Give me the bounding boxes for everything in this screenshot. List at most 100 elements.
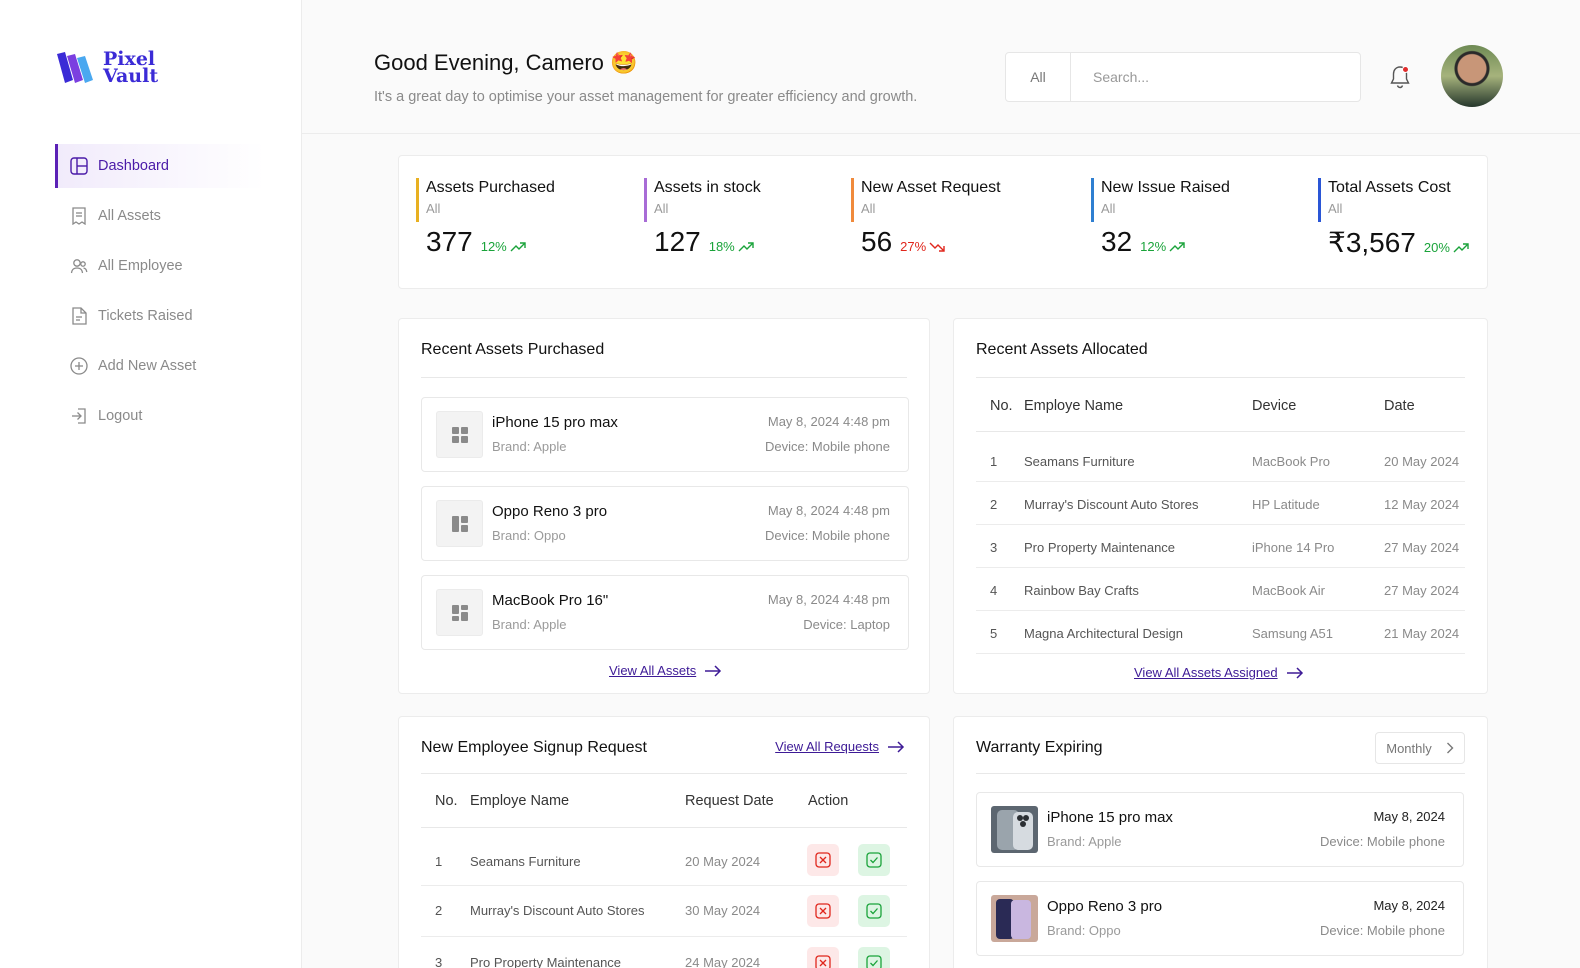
oppo-phone-image — [991, 895, 1038, 942]
reject-button[interactable] — [807, 947, 839, 968]
stat-change: 20% — [1424, 240, 1469, 255]
period-dropdown[interactable]: Monthly — [1375, 732, 1465, 764]
approve-button[interactable] — [858, 947, 890, 968]
asset-device: Device: Mobile phone — [1319, 923, 1445, 938]
arrow-right-icon — [888, 740, 905, 753]
stat-assets-purchased[interactable]: Assets Purchased All 377 12% — [416, 178, 555, 268]
arrow-right-icon — [1286, 666, 1303, 679]
close-icon — [815, 955, 831, 968]
sidebar-item-logout[interactable]: Logout — [55, 394, 265, 438]
greeting-text: Good Evening, Camero — [374, 50, 604, 75]
signup-requests-card: New Employee Signup Request View All Req… — [398, 716, 930, 968]
approve-button[interactable] — [858, 844, 890, 876]
stat-value: 377 — [426, 226, 473, 257]
search-filter-dropdown[interactable]: All — [1006, 53, 1071, 101]
approve-button[interactable] — [858, 895, 890, 927]
stat-change: 18% — [709, 239, 754, 254]
stat-filter: All — [1328, 201, 1343, 216]
logout-icon — [70, 407, 88, 425]
sidebar-item-all-employee[interactable]: All Employee — [55, 244, 265, 288]
stat-title: Total Assets Cost — [1328, 179, 1451, 196]
stat-total-assets-cost[interactable]: Total Assets Cost All ₹3,567 20% — [1318, 178, 1469, 268]
stat-value: 56 — [861, 226, 893, 257]
stat-title: New Issue Raised — [1101, 179, 1230, 196]
logo[interactable]: Pixel Vault — [55, 50, 158, 86]
page-subtitle: It's a great day to optimise your asset … — [374, 89, 918, 105]
reject-button[interactable] — [807, 895, 839, 927]
table-row: 1 Seamans Furniture 20 May 2024 — [421, 835, 907, 886]
trend-down-icon — [929, 242, 945, 252]
table-row[interactable]: 3 Pro Property Maintenance iPhone 14 Pro… — [976, 525, 1465, 568]
trend-up-icon — [1169, 241, 1185, 251]
user-avatar[interactable] — [1441, 45, 1503, 107]
stat-title: Assets Purchased — [426, 179, 555, 196]
list-item[interactable]: Oppo Reno 3 pro Brand: Oppo May 8, 2024 … — [976, 881, 1464, 956]
column-header-request-date: Request Date — [685, 793, 774, 809]
asset-date: May 8, 2024 4:48 pm — [767, 503, 890, 518]
stat-accent-bar — [1318, 178, 1321, 222]
check-icon — [866, 955, 882, 968]
asset-device: Device: Laptop — [803, 617, 890, 632]
sidebar-item-label: Logout — [98, 408, 143, 424]
column-header-no: No. — [435, 793, 458, 809]
asset-name: MacBook Pro 16" — [492, 592, 609, 609]
table-row[interactable]: 1 Seamans Furniture MacBook Pro 20 May 2… — [976, 439, 1465, 482]
divider — [976, 773, 1465, 774]
asset-device: Device: Mobile phone — [1319, 834, 1445, 849]
stat-filter: All — [1101, 201, 1116, 216]
document-icon — [70, 307, 88, 325]
column-header-no: No. — [990, 398, 1013, 414]
page-title: Good Evening, Camero 🤩 — [374, 50, 637, 76]
plus-circle-icon — [70, 357, 88, 375]
view-all-assets-link[interactable]: View All Assets — [609, 663, 722, 678]
asset-brand: Brand: Oppo — [492, 528, 566, 543]
reject-button[interactable] — [807, 844, 839, 876]
sidebar-item-add-new-asset[interactable]: Add New Asset — [55, 344, 265, 388]
sidebar-item-tickets-raised[interactable]: Tickets Raised — [55, 294, 265, 338]
column-header-device: Device — [1252, 398, 1297, 414]
list-item[interactable]: MacBook Pro 16" Brand: Apple May 8, 2024… — [421, 575, 909, 650]
check-icon — [866, 903, 882, 919]
sidebar-item-label: All Assets — [98, 208, 161, 224]
view-all-requests-link[interactable]: View All Requests — [775, 739, 905, 754]
close-icon — [815, 903, 831, 919]
table-row: 3 Pro Property Maintenance 24 May 2024 — [421, 937, 907, 968]
notification-bell-icon[interactable] — [1385, 62, 1415, 92]
list-item[interactable]: iPhone 15 pro max Brand: Apple May 8, 20… — [421, 397, 909, 472]
stat-value: 32 — [1101, 226, 1133, 257]
table-row[interactable]: 4 Rainbow Bay Crafts MacBook Air 27 May … — [976, 568, 1465, 611]
column-header-action: Action — [808, 793, 849, 809]
stat-value: ₹3,567 — [1328, 227, 1416, 258]
sidebar-item-label: Add New Asset — [98, 358, 197, 374]
stat-change: 12% — [481, 239, 526, 254]
stat-new-issue-raised[interactable]: New Issue Raised All 32 12% — [1091, 178, 1230, 268]
divider — [421, 827, 907, 828]
stat-filter: All — [861, 201, 876, 216]
asset-brand: Brand: Apple — [492, 617, 567, 632]
table-row[interactable]: 2 Murray's Discount Auto Stores HP Latit… — [976, 482, 1465, 525]
card-title: Recent Assets Allocated — [976, 341, 1148, 358]
list-item[interactable]: iPhone 15 pro max Brand: Apple May 8, 20… — [976, 792, 1464, 867]
sidebar-item-dashboard[interactable]: Dashboard — [55, 144, 265, 188]
table-row[interactable]: 5 Magna Architectural Design Samsung A51… — [976, 611, 1465, 654]
stat-assets-in-stock[interactable]: Assets in stock All 127 18% — [644, 178, 761, 268]
logo-line-1: Pixel — [103, 48, 156, 70]
chevron-right-icon — [1446, 742, 1454, 754]
dashboard-icon — [70, 157, 88, 175]
stat-new-asset-request[interactable]: New Asset Request All 56 27% — [851, 178, 1001, 268]
list-item[interactable]: Oppo Reno 3 pro Brand: Oppo May 8, 2024 … — [421, 486, 909, 561]
stat-title: New Asset Request — [861, 179, 1001, 196]
check-icon — [866, 852, 882, 868]
divider — [421, 773, 907, 774]
stats-panel: Assets Purchased All 377 12% Assets in s… — [398, 155, 1488, 289]
stat-change: 12% — [1140, 239, 1185, 254]
search-input[interactable] — [1071, 53, 1360, 101]
view-all-assets-assigned-link[interactable]: View All Assets Assigned — [1134, 665, 1304, 680]
column-header-name: Employe Name — [1024, 398, 1124, 414]
expiry-date: May 8, 2024 — [1373, 809, 1445, 824]
divider — [421, 377, 907, 378]
sidebar-item-all-assets[interactable]: All Assets — [55, 194, 265, 238]
table-row: 2 Murray's Discount Auto Stores 30 May 2… — [421, 886, 907, 937]
stat-filter: All — [426, 201, 441, 216]
asset-brand: Brand: Apple — [1047, 834, 1122, 849]
